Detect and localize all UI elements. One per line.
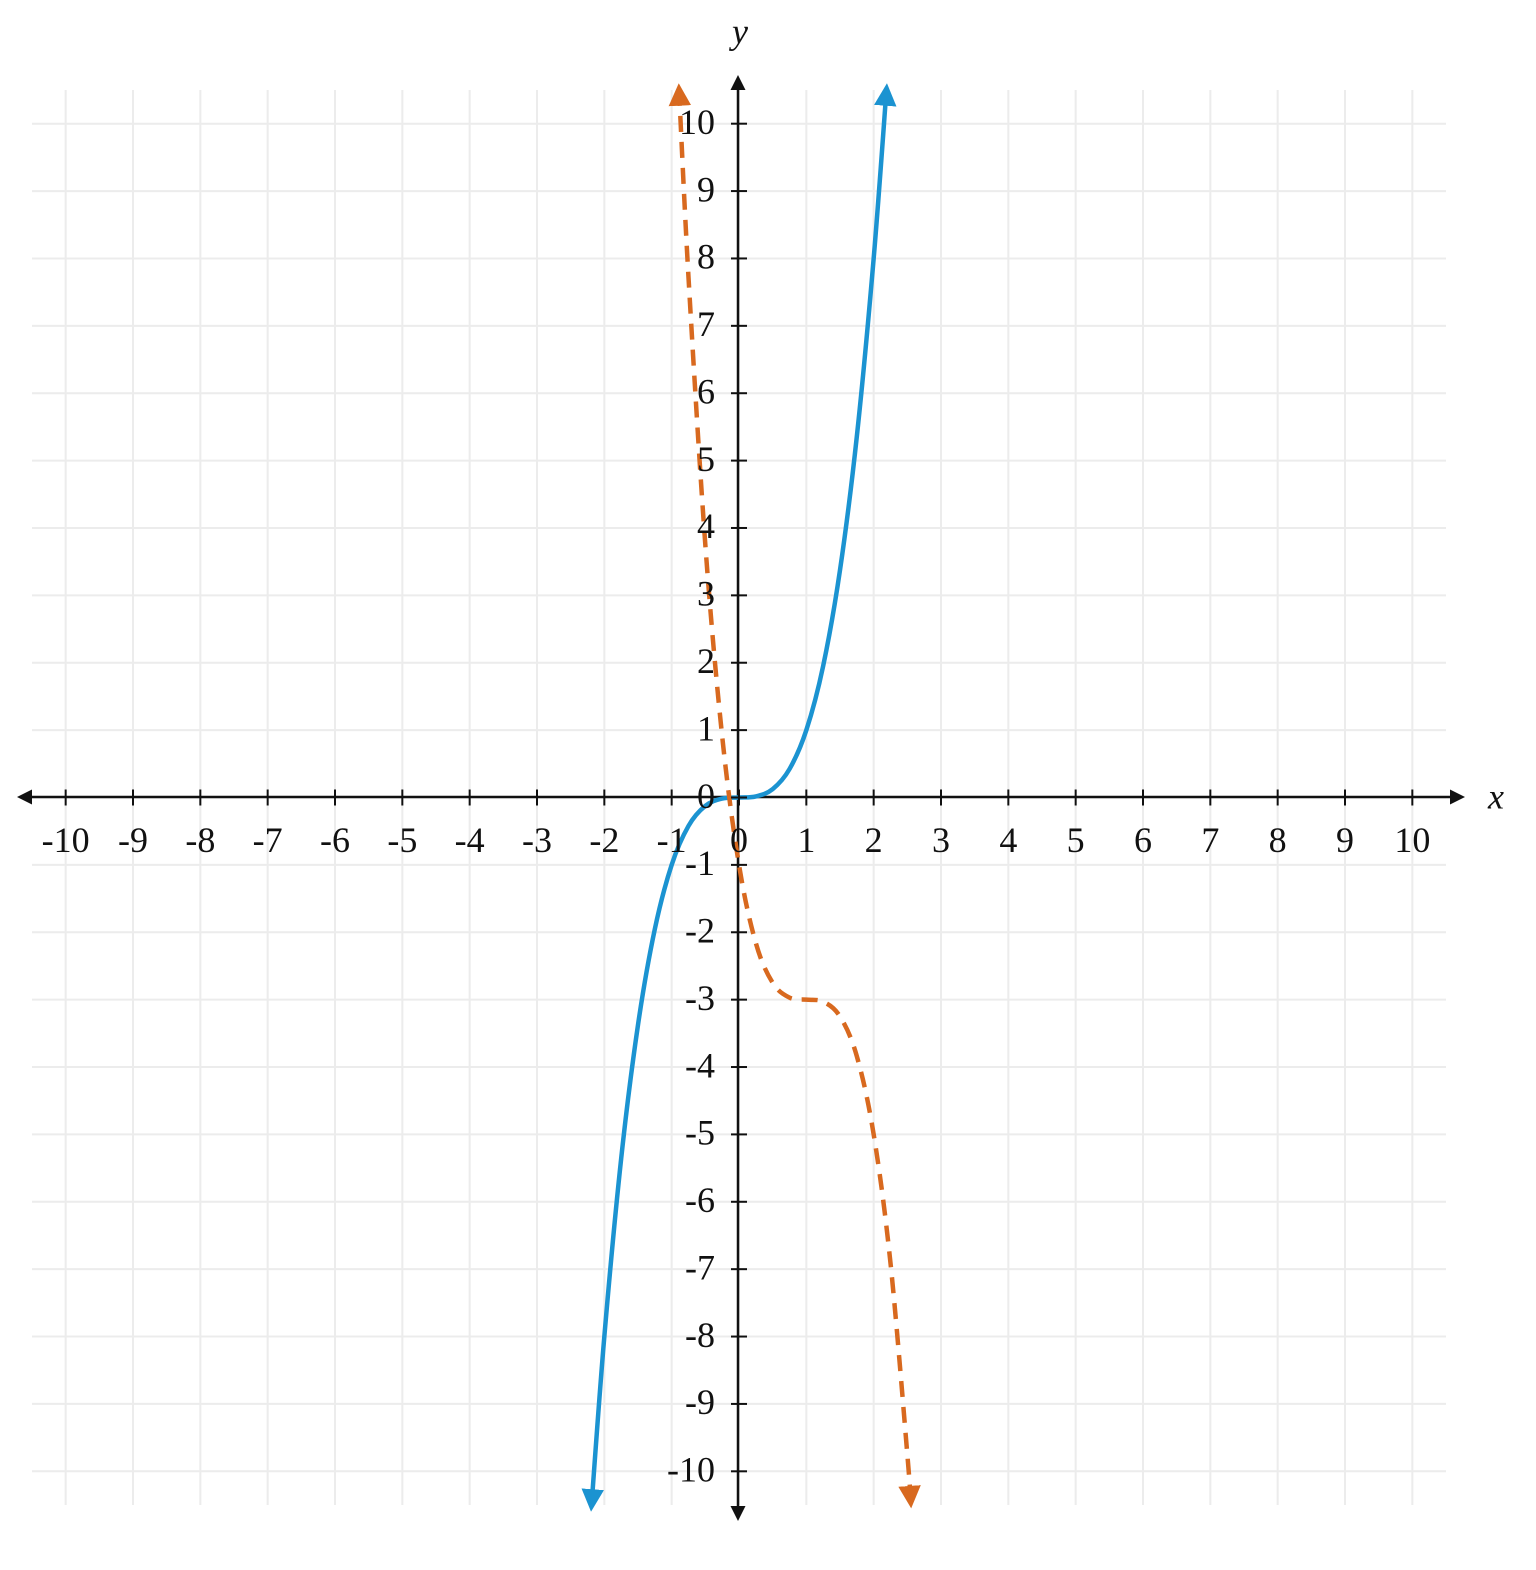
- x-tick-label: -5: [387, 820, 417, 860]
- y-tick-label: -3: [685, 978, 715, 1018]
- y-tick-label: 2: [697, 641, 715, 681]
- y-tick-label: -9: [685, 1382, 715, 1422]
- y-tick-label: 5: [697, 439, 715, 479]
- x-tick-label: -4: [455, 820, 485, 860]
- y-tick-label: -1: [685, 843, 715, 883]
- x-tick-label: -10: [42, 820, 90, 860]
- x-tick-label: -7: [253, 820, 283, 860]
- y-tick-label: 7: [697, 304, 715, 344]
- x-tick-label: -9: [118, 820, 148, 860]
- x-tick-label: 6: [1134, 820, 1152, 860]
- x-tick-label: -1: [657, 820, 687, 860]
- y-axis-label: y: [729, 11, 748, 51]
- y-tick-label: 0: [697, 776, 715, 816]
- y-tick-label: 10: [679, 102, 715, 142]
- y-tick-label: -8: [685, 1315, 715, 1355]
- y-tick-label: 8: [697, 237, 715, 277]
- y-tick-label: 3: [697, 574, 715, 614]
- x-tick-label: 0: [730, 820, 748, 860]
- x-tick-label: 5: [1067, 820, 1085, 860]
- y-tick-label: -4: [685, 1045, 715, 1085]
- y-tick-label: -2: [685, 911, 715, 951]
- x-tick-label: -6: [320, 820, 350, 860]
- curve: [668, 83, 921, 1509]
- y-tick-label: -5: [685, 1113, 715, 1153]
- y-tick-label: -7: [685, 1247, 715, 1287]
- y-tick-label: 1: [697, 708, 715, 748]
- y-tick-label: -6: [685, 1180, 715, 1220]
- x-tick-label: 10: [1394, 820, 1430, 860]
- x-tick-label: -8: [185, 820, 215, 860]
- x-tick-label: -3: [522, 820, 552, 860]
- y-tick-label: -10: [667, 1450, 715, 1490]
- x-tick-label: 9: [1336, 820, 1354, 860]
- x-axis-label: x: [1487, 776, 1504, 816]
- y-tick-label: 6: [697, 371, 715, 411]
- y-tick-label: 9: [697, 169, 715, 209]
- x-tick-label: 1: [797, 820, 815, 860]
- x-tick-label: 7: [1201, 820, 1219, 860]
- x-tick-label: 4: [999, 820, 1017, 860]
- x-tick-label: 8: [1269, 820, 1287, 860]
- x-tick-label: -2: [589, 820, 619, 860]
- x-tick-label: 2: [865, 820, 883, 860]
- x-tick-label: 3: [932, 820, 950, 860]
- y-tick-label: 4: [697, 506, 715, 546]
